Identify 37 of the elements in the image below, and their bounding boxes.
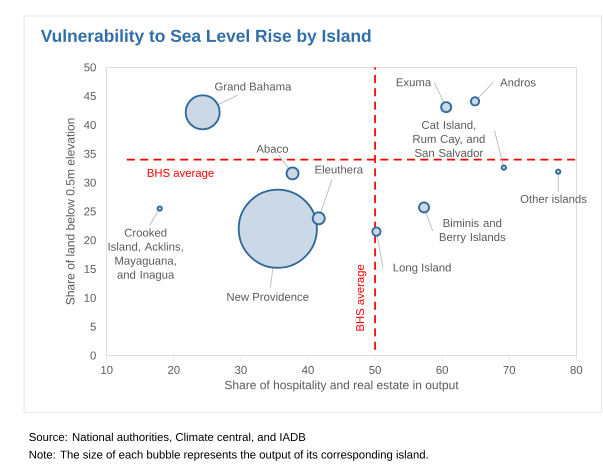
x-tick-label: 80 (570, 366, 582, 374)
y-tick-label: 10 (84, 294, 96, 302)
annotation: Cat Island, Rum Cay, and San Salvador (413, 120, 485, 158)
annotation: Eleuthera (315, 165, 364, 174)
y-tick-label: 5 (90, 322, 96, 331)
y-tick-label: 25 (84, 208, 96, 216)
x-tick-label: 50 (369, 366, 381, 374)
text: Note: The size of each bubble represents the output of its corresponding island. (30, 450, 428, 462)
annotation: Grand Bahama (215, 82, 292, 91)
y-tick-label: 20 (84, 236, 96, 244)
x-tick-label: 10 (101, 366, 113, 374)
x-tick-label: 40 (302, 366, 314, 374)
annotation: Exuma (396, 78, 432, 86)
x-tick-label: 70 (504, 366, 516, 374)
annotation: Long Island (394, 263, 451, 274)
y-tick-label: 0 (90, 352, 96, 360)
ref-line-label: BHS average (148, 169, 214, 180)
y-tick-label: 35 (84, 150, 96, 158)
x-tick-label: 20 (168, 366, 180, 374)
x-axis-title: Share of hospitality and real estate in output (224, 380, 459, 392)
chart-title: Vulnerability to Sea Level Rise by Island (40, 29, 370, 46)
annotation: Other islands (520, 194, 586, 204)
annotation: Crooked Island, Acklins, Mayaguana, and Inagua (108, 228, 183, 282)
y-tick-label: 50 (84, 64, 96, 72)
annotation: New Providence (227, 292, 308, 302)
y-tick-label: 45 (84, 92, 96, 100)
x-tick-label: 30 (235, 366, 247, 374)
source-note: Source: National authorities, Climate central, and IADB (29, 432, 306, 443)
annotation: Abaco (256, 144, 288, 153)
annotation: Andros (500, 78, 536, 87)
y-tick-label: 40 (84, 121, 96, 130)
x-tick-label: 60 (436, 366, 448, 374)
y-tick-label: 30 (84, 178, 96, 187)
ref-line-label: BHS average (356, 264, 366, 331)
y-axis-title: Share of land below 0.5m elevation (66, 118, 75, 305)
annotation: Biminis and Berry Islands (440, 218, 506, 244)
y-tick-label: 15 (84, 265, 96, 274)
